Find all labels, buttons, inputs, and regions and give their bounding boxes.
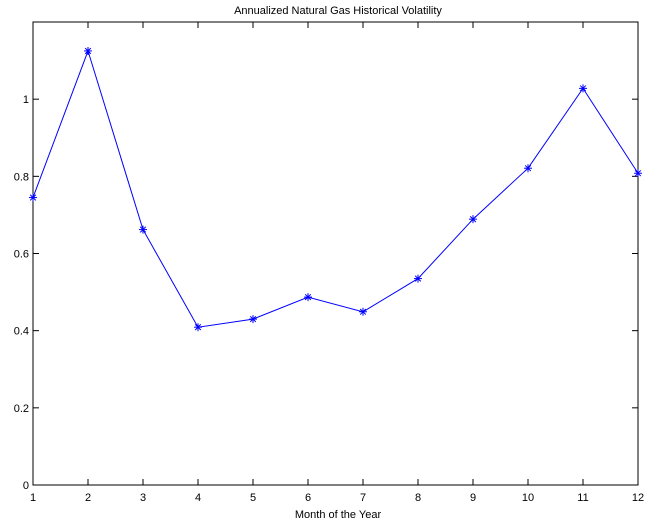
data-point [469,215,477,224]
data-point [634,169,642,178]
data-point [249,315,257,324]
data-point [29,193,37,202]
y-axis: 0 0.2 0.4 0.6 0.8 1 [14,94,638,492]
x-tick-label: 10 [522,492,534,504]
y-tick-label: 0.6 [14,249,29,261]
data-point [524,164,532,173]
x-tick-label: 2 [85,492,91,504]
plot-frame [32,21,639,486]
x-tick-label: 12 [632,492,644,504]
x-tick-label: 1 [30,492,36,504]
data-point [139,225,147,234]
x-tick-label: 11 [577,492,588,504]
x-tick-label: 7 [360,492,366,504]
x-tick-label: 4 [195,492,201,504]
y-tick-label: 1 [23,94,29,106]
x-tick-label: 3 [140,492,146,504]
data-point [304,293,312,302]
y-tick-label: 0.4 [14,326,29,338]
y-tick-label: 0.8 [14,171,29,183]
data-point [414,274,422,283]
y-tick-label: 0.2 [14,403,29,415]
data-point [194,323,202,332]
series-markers [29,46,642,332]
x-tick-label: 5 [250,492,256,504]
y-tick-label: 0 [23,480,29,492]
x-tick-label: 9 [470,492,476,504]
x-axis-label: Month of the Year [295,509,382,521]
x-axis: 1 2 3 4 5 6 7 8 9 10 11 12 [30,22,644,504]
x-tick-label: 6 [305,492,311,504]
x-tick-label: 8 [415,492,421,504]
chart-title: Annualized Natural Gas Historical Volati… [234,5,442,17]
data-point [84,46,92,55]
data-point [359,307,367,316]
data-point [579,84,587,93]
series-line [32,49,639,328]
